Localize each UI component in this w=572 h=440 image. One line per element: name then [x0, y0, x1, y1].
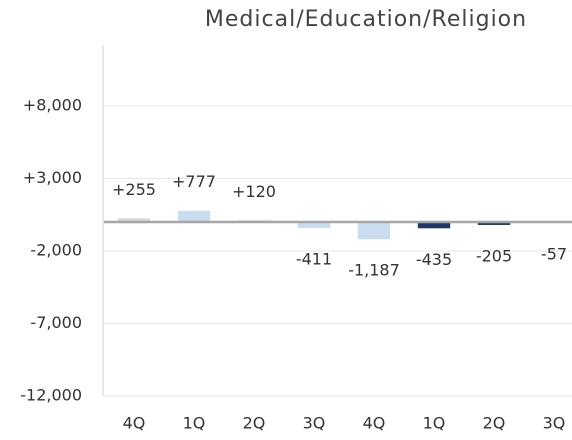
value-label: -1,187 [348, 261, 400, 280]
value-label: -411 [296, 249, 332, 268]
chart-title: Medical/Education/Religion [205, 7, 527, 32]
bar [417, 222, 451, 229]
bar [177, 210, 211, 222]
x-tick-label: 3Q [543, 414, 566, 433]
y-tick-label: +8,000 [23, 96, 82, 115]
value-label: +255 [112, 180, 156, 199]
y-tick-label: +3,000 [23, 168, 82, 187]
y-tick-label: -12,000 [20, 386, 82, 405]
x-tick-label: 3Q [303, 414, 326, 433]
x-tick-label: 2Q [243, 414, 266, 433]
value-label: -57 [541, 244, 567, 263]
x-tick-label: 2Q [483, 414, 506, 433]
x-tick-label: 1Q [423, 414, 446, 433]
bar [297, 222, 331, 228]
y-tick-label: -2,000 [30, 241, 82, 260]
value-label: -435 [416, 250, 452, 269]
bar [477, 222, 511, 225]
value-label: +777 [172, 172, 216, 191]
value-label: -205 [476, 246, 512, 265]
value-label: +120 [232, 182, 276, 201]
x-tick-label: 1Q [183, 414, 206, 433]
x-tick-label: 4Q [123, 414, 146, 433]
y-tick-label: -7,000 [30, 313, 82, 332]
x-tick-label: 4Q [363, 414, 386, 433]
bar [117, 218, 151, 222]
bar [357, 222, 391, 240]
